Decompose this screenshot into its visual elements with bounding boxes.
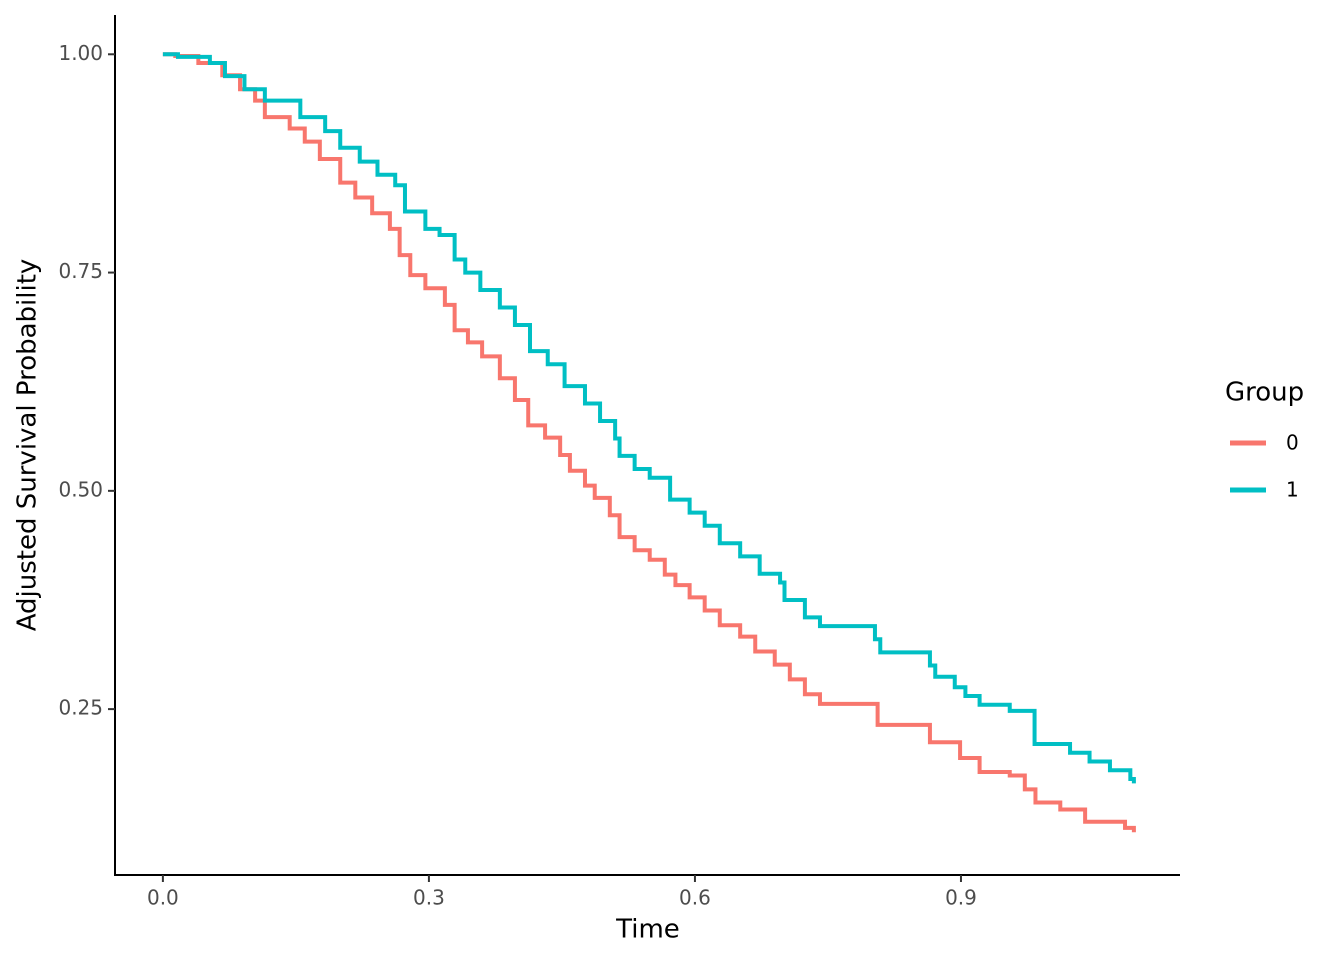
survival-curve	[162, 52, 1136, 833]
y-tick-label: 0.50	[58, 477, 103, 501]
y-tick-label: 0.25	[58, 696, 103, 720]
x-axis-title: Time	[615, 915, 680, 945]
y-axis-title: Adjusted Survival Probability	[13, 259, 43, 632]
y-tick-label: 1.00	[58, 41, 103, 65]
legend-label: 0	[1286, 431, 1299, 455]
legend-title: Group	[1225, 378, 1304, 408]
y-tick-label: 0.75	[58, 259, 103, 283]
legend-label: 1	[1286, 478, 1299, 502]
x-tick-label: 0.3	[413, 886, 445, 910]
x-tick-label: 0.9	[945, 886, 977, 910]
survival-curve	[162, 52, 1136, 784]
x-tick-label: 0.0	[147, 886, 179, 910]
x-tick-label: 0.6	[679, 886, 711, 910]
